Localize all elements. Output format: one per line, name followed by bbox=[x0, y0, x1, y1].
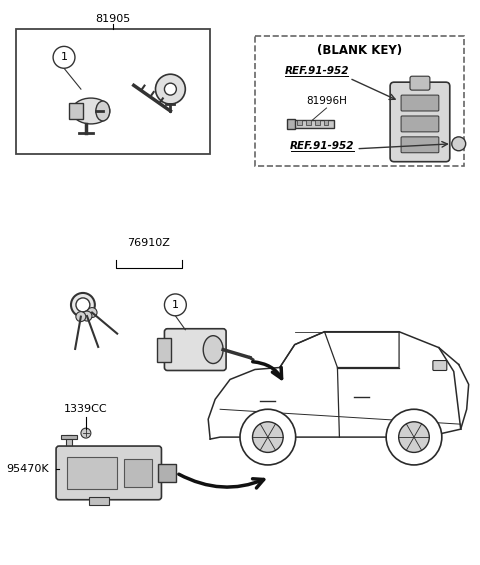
Text: 1: 1 bbox=[60, 53, 68, 62]
Bar bbox=[306, 120, 311, 125]
Text: REF.91-952: REF.91-952 bbox=[284, 66, 349, 76]
Circle shape bbox=[252, 422, 283, 453]
Ellipse shape bbox=[203, 336, 223, 363]
Bar bbox=[297, 120, 301, 125]
Circle shape bbox=[53, 46, 75, 68]
Ellipse shape bbox=[72, 98, 110, 124]
Circle shape bbox=[452, 137, 466, 151]
Circle shape bbox=[165, 294, 186, 316]
Circle shape bbox=[165, 83, 176, 95]
Circle shape bbox=[81, 428, 91, 438]
Bar bbox=[314, 120, 320, 125]
Bar bbox=[293, 120, 335, 128]
Bar bbox=[61, 435, 77, 439]
Text: 81905: 81905 bbox=[96, 14, 131, 24]
Ellipse shape bbox=[96, 101, 110, 121]
FancyBboxPatch shape bbox=[165, 329, 226, 371]
Bar bbox=[255, 36, 464, 166]
Text: 1339CC: 1339CC bbox=[64, 404, 108, 414]
Circle shape bbox=[156, 74, 185, 104]
Text: 1: 1 bbox=[172, 300, 179, 310]
Text: REF.91-952: REF.91-952 bbox=[290, 141, 355, 151]
Circle shape bbox=[399, 422, 429, 453]
Text: (BLANK KEY): (BLANK KEY) bbox=[317, 44, 402, 57]
Circle shape bbox=[76, 298, 90, 312]
Bar bbox=[157, 338, 171, 362]
Circle shape bbox=[76, 312, 86, 321]
Bar bbox=[287, 119, 295, 129]
Circle shape bbox=[82, 311, 92, 321]
Circle shape bbox=[87, 307, 97, 318]
Bar bbox=[324, 120, 328, 125]
Circle shape bbox=[240, 409, 296, 465]
Bar bbox=[16, 29, 210, 154]
Circle shape bbox=[386, 409, 442, 465]
FancyBboxPatch shape bbox=[401, 116, 439, 132]
Text: 95470K: 95470K bbox=[6, 464, 49, 474]
Bar bbox=[69, 103, 83, 119]
Bar bbox=[66, 435, 72, 453]
Circle shape bbox=[71, 293, 95, 317]
Bar bbox=[89, 497, 109, 505]
Bar bbox=[124, 459, 152, 487]
Bar bbox=[67, 457, 117, 489]
FancyBboxPatch shape bbox=[401, 137, 439, 153]
Bar bbox=[158, 464, 176, 482]
FancyBboxPatch shape bbox=[390, 82, 450, 162]
FancyBboxPatch shape bbox=[401, 95, 439, 111]
Text: 81996H: 81996H bbox=[306, 96, 347, 106]
FancyBboxPatch shape bbox=[56, 446, 161, 499]
FancyBboxPatch shape bbox=[433, 360, 447, 371]
Text: 76910Z: 76910Z bbox=[127, 238, 170, 248]
FancyBboxPatch shape bbox=[410, 76, 430, 90]
